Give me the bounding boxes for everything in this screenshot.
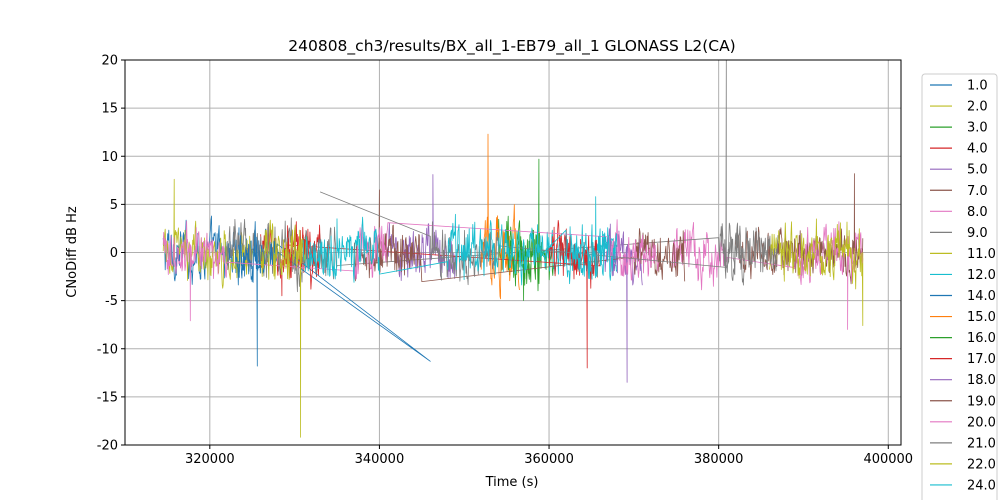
legend-item-label: 3.0: [967, 121, 988, 136]
legend-item-label: 1.0: [967, 79, 988, 94]
legend-item-label: 2.0: [967, 100, 988, 115]
x-tick-label: 320000: [185, 452, 235, 467]
axis-ticks: 320000 340000 360000 380000 400000 -20 -15 -10 -…: [97, 54, 913, 468]
legend-item-label: 12.0: [967, 268, 996, 283]
series-line-15-0: [480, 133, 520, 300]
y-tick-label: -5: [105, 294, 118, 309]
x-axis-label: Time (s): [485, 475, 539, 490]
y-tick-label: -10: [97, 342, 118, 357]
legend-item-label: 8.0: [967, 205, 988, 220]
y-tick-label: 0: [110, 246, 118, 261]
legend-item-label: 5.0: [967, 163, 988, 178]
legend-item-label: 22.0: [967, 457, 996, 472]
series-line-11-0: [769, 218, 864, 326]
series-line-14-0: [234, 221, 431, 362]
x-tick-label: 380000: [694, 452, 744, 467]
y-tick-label: -20: [97, 439, 118, 454]
legend-box: [921, 73, 998, 500]
legend-item-label: 4.0: [967, 142, 988, 157]
series-line-19-0: [353, 189, 686, 282]
series-line-21-0: [319, 191, 779, 286]
legend-item-label: 24.0: [967, 478, 996, 493]
legend-item-label: 14.0: [967, 289, 996, 304]
legend-item-label: 7.0: [967, 184, 988, 199]
series-line-3-0: [497, 158, 554, 292]
series-line-22-0: [260, 219, 308, 438]
y-axis-label: CNoDiff dB Hz: [65, 206, 80, 298]
x-tick-label: 340000: [355, 452, 405, 467]
legend-item-label: 9.0: [967, 226, 988, 241]
series-line-9-0: [226, 60, 745, 293]
y-tick-label: 5: [110, 198, 118, 213]
x-tick-label: 400000: [863, 452, 913, 467]
legend-item-label: 20.0: [967, 415, 996, 430]
legend-item-label: 16.0: [967, 331, 996, 346]
chart-title: 240808_ch3/results/BX_all_1-EB79_all_1 G…: [288, 37, 735, 56]
legend-item-label: 18.0: [967, 373, 996, 388]
legend-item-label: 21.0: [967, 436, 996, 451]
series-line-18-0: [603, 223, 643, 383]
x-tick-label: 360000: [524, 452, 574, 467]
y-tick-label: 15: [101, 102, 118, 117]
series-layer: [162, 60, 864, 438]
series-line-24-0: [302, 213, 618, 286]
y-tick-label: 10: [101, 150, 118, 165]
y-tick-label: 20: [101, 54, 118, 69]
legend-item-label: 19.0: [967, 394, 996, 409]
series-line-8-0: [671, 221, 864, 330]
y-tick-label: -15: [97, 390, 118, 405]
legend-item-label: 15.0: [967, 310, 996, 325]
legend-item-label: 17.0: [967, 352, 996, 367]
legend: 1.0 2.0 3.0 4.0 5.0 7.0 8.0 9.0 11.0 12.0 14.0 15.0…: [921, 73, 998, 500]
legend-item-label: 11.0: [967, 247, 996, 262]
